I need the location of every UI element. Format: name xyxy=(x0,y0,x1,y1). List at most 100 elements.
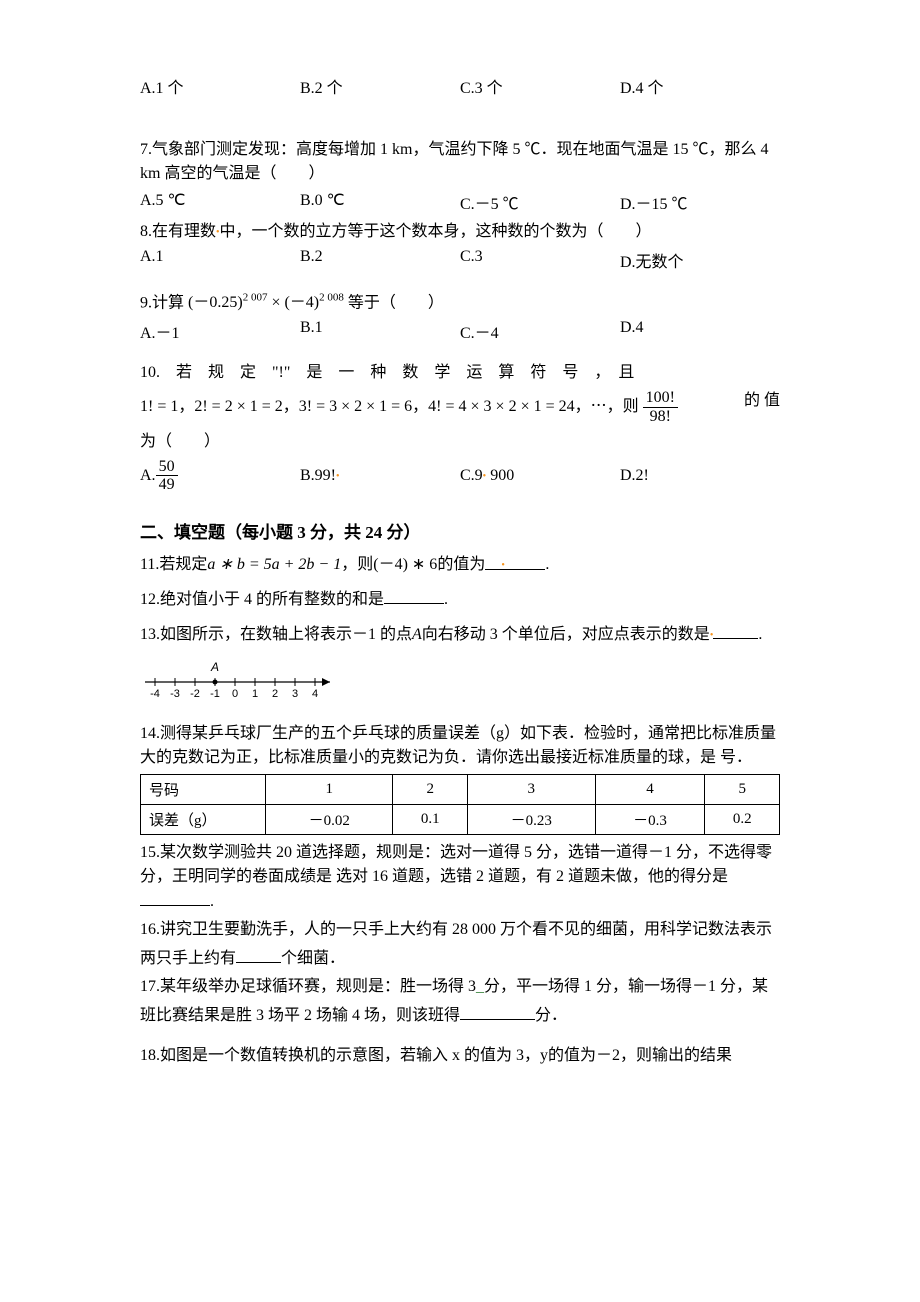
t-v1: －0.02 xyxy=(266,804,393,834)
q10-line2: 1! = 1，2! = 2 × 1 = 2，3! = 3 × 2 × 1 = 6… xyxy=(140,389,780,425)
q12-blank xyxy=(384,587,444,604)
q15: 15.某次数学测验共 20 道选择题，规则是：选对一道得 5 分，选错一道得－1… xyxy=(140,841,780,914)
q10-frac-d: 98! xyxy=(643,408,678,426)
q8-pre: 8.在有理数 xyxy=(140,223,216,240)
numline-A-label: A xyxy=(210,660,219,674)
q8-opt-a: A.1 xyxy=(140,248,300,272)
q10-a-n: 50 xyxy=(156,458,178,477)
q9-opt-b: B.1 xyxy=(300,319,460,343)
q11-tail: . xyxy=(545,556,549,573)
q10-frac: 100! 98! xyxy=(643,389,678,425)
tick-1: -3 xyxy=(170,688,180,700)
q15-tail: . xyxy=(210,893,214,910)
q9-base-a: (－0.25) xyxy=(188,294,243,311)
q10-frac-n: 100! xyxy=(643,389,678,408)
q12: 12.绝对值小于 4 的所有整数的和是. xyxy=(140,587,780,612)
q7-opt-a: A.5 ℃ xyxy=(140,190,300,214)
tick-7: 3 xyxy=(292,688,298,700)
q9-suffix: 等于（ ） xyxy=(348,294,444,311)
q15-text: 15.某次数学测验共 20 道选择题，规则是：选对一道得 5 分，选错一道得－1… xyxy=(140,844,772,885)
section2-header: 二、填空题（每小题 3 分，共 24 分） xyxy=(140,518,780,543)
number-line-figure: A -4 -3 -2 -1 0 1 2 3 4 xyxy=(140,657,780,708)
q8-post: 中，一个数的立方等于这个数本身，这种数的个数为（ ） xyxy=(220,223,652,240)
q10-a-d: 49 xyxy=(156,476,178,494)
q13-A: A xyxy=(412,626,422,643)
q10-l2-pre: 1! = 1，2! = 2 × 1 = 2，3! = 3 × 2 × 1 = 6… xyxy=(140,398,643,415)
q13-post: 向右移动 3 个单位后，对应点表示的数是 xyxy=(422,626,710,643)
t-hdr-1: 号码 xyxy=(141,774,266,804)
q9-base-b: (－4) xyxy=(284,294,319,311)
q18: 18.如图是一个数值转换机的示意图，若输入 x 的值为 3，y的值为－2，则输出… xyxy=(140,1044,780,1068)
q11-expr2: (－4) ∗ 6 xyxy=(373,556,437,573)
q14-table: 号码 1 2 3 4 5 误差（g） －0.02 0.1 －0.23 －0.3 … xyxy=(140,774,780,835)
q11-pre: 11.若规定 xyxy=(140,556,207,573)
q17-blank xyxy=(460,1003,535,1020)
q17-l1-post: 分，平一场得 1 分，输一场得－1 分，某 xyxy=(484,978,768,995)
tick-8: 4 xyxy=(312,688,318,700)
q14-text: 14.测得某乒乓球厂生产的五个乒乓球的质量误差（g）如下表．检验时，通常把比标准… xyxy=(140,722,780,770)
tick-5: 1 xyxy=(252,688,258,700)
mark-dot-icon: • xyxy=(501,560,505,571)
q10-a-prefix: A. xyxy=(140,466,156,483)
q10-opt-a: A.5049 xyxy=(140,458,300,494)
q8-opt-d: D.无数个 xyxy=(620,248,780,272)
tick-6: 2 xyxy=(272,688,278,700)
q7-opt-c: C.－5 ℃ xyxy=(460,190,620,214)
q16-l2-pre: 两只手上约有 xyxy=(140,950,236,967)
tick-2: -2 xyxy=(190,688,200,700)
t-hdr-2: 误差（g） xyxy=(141,804,266,834)
q10-opt-d: D.2! xyxy=(620,467,780,485)
q17-l2-post: 分． xyxy=(535,1007,567,1024)
mark-dot-icon: • xyxy=(336,470,340,481)
q17-l1: 17.某年级举办足球循环赛，规则是：胜一场得 3_分，平一场得 1 分，输一场得… xyxy=(140,975,780,999)
t-c4: 4 xyxy=(595,774,705,804)
mark-underline-icon: _ xyxy=(476,978,484,995)
q9-expr: (－0.25)2 007 × (－4)2 008 xyxy=(188,294,348,311)
q13-pre: 13.如图所示，在数轴上将表示－1 的点 xyxy=(140,626,412,643)
mark-dot-icon: • xyxy=(483,470,487,481)
t-v5: 0.2 xyxy=(705,804,780,834)
q16-l2: 两只手上约有 个细菌． xyxy=(140,946,780,971)
q17-l2-pre: 班比赛结果是胜 3 场平 2 场输 4 场，则该班得 xyxy=(140,1007,460,1024)
q10-b-text: B.99! xyxy=(300,467,336,484)
table-row: 误差（g） －0.02 0.1 －0.23 －0.3 0.2 xyxy=(141,804,780,834)
q9-exp-b: 2 008 xyxy=(319,292,344,304)
q13-tail: . xyxy=(758,626,762,643)
q7-opt-d: D.－15 ℃ xyxy=(620,190,780,214)
q17-l2: 班比赛结果是胜 3 场平 2 场输 4 场，则该班得 分． xyxy=(140,1003,780,1028)
q11: 11.若规定a ∗ b = 5a + 2b − 1，则(－4) ∗ 6的值为 •… xyxy=(140,553,780,577)
q13-blank xyxy=(713,622,758,639)
q9-options: A.－1 B.1 C.－4 D.4 xyxy=(140,319,780,343)
q8-opt-b: B.2 xyxy=(300,248,460,272)
tick-4: 0 xyxy=(232,688,238,700)
q10-options: A.5049 B.99!• C.9• 900 D.2! xyxy=(140,458,780,494)
q6-options: A.1 个 B.2 个 C.3 个 D.4 个 xyxy=(140,74,780,98)
q6-opt-c: C.3 个 xyxy=(460,74,620,98)
q13: 13.如图所示，在数轴上将表示－1 的点A向右移动 3 个单位后，对应点表示的数… xyxy=(140,622,780,647)
t-v4: －0.3 xyxy=(595,804,705,834)
t-c3: 3 xyxy=(468,774,595,804)
q10-line3: 为（ ） xyxy=(140,430,780,454)
t-v2: 0.1 xyxy=(393,804,468,834)
q10-opt-b: B.99!• xyxy=(300,467,460,485)
q16-l2-post: 个细菌． xyxy=(281,950,345,967)
number-line-icon: A -4 -3 -2 -1 0 1 2 3 4 xyxy=(140,657,340,703)
q10-l2-suf: 的 值 xyxy=(744,389,780,425)
q10-c-pre: C.9 xyxy=(460,467,483,484)
q9-prefix: 9.计算 xyxy=(140,294,184,311)
q16-blank xyxy=(236,946,281,963)
q9-mid: × xyxy=(271,294,280,311)
q8-options: A.1 B.2 C.3 D.无数个 xyxy=(140,248,780,272)
q6-opt-d: D.4 个 xyxy=(620,74,780,98)
q6-opt-b: B.2 个 xyxy=(300,74,460,98)
q15-blank xyxy=(140,889,210,906)
q10-opt-c: C.9• 900 xyxy=(460,467,620,485)
q9-opt-d: D.4 xyxy=(620,319,780,343)
q9-opt-a: A.－1 xyxy=(140,319,300,343)
q9-text: 9.计算 (－0.25)2 007 × (－4)2 008 等于（ ） xyxy=(140,290,780,315)
q7-text: 7.气象部门测定发现：高度每增加 1 km，气温约下降 5 ℃．现在地面气温是 … xyxy=(140,138,780,186)
t-c1: 1 xyxy=(266,774,393,804)
q12-tail: . xyxy=(444,591,448,608)
q10-line1: 10. 若 规 定 "!" 是 一 种 数 学 运 算 符 号 ， 且 xyxy=(140,361,780,385)
q10-c-post: 900 xyxy=(490,467,514,484)
